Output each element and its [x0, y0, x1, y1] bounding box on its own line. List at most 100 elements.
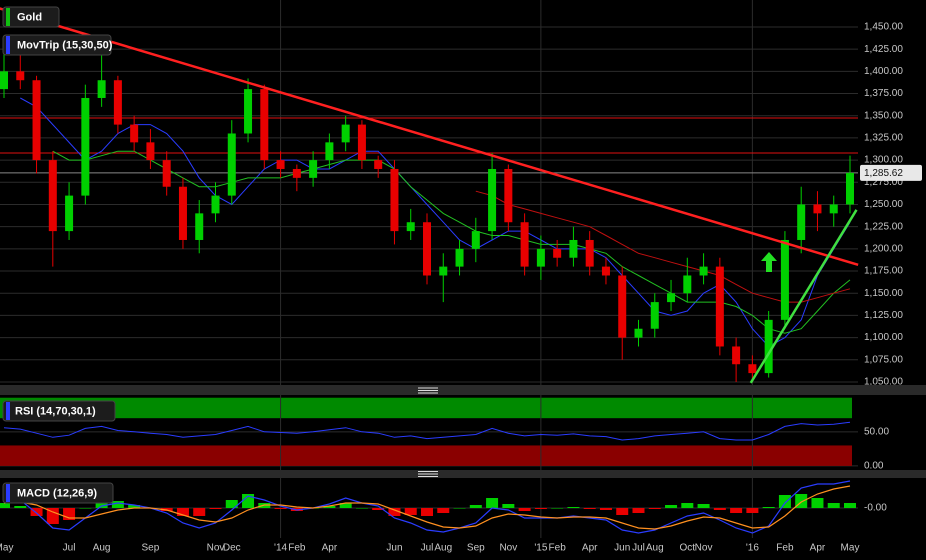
candle-body [585, 239, 594, 267]
y-tick-label: 1,050.00 [864, 377, 903, 388]
drag-handle[interactable] [418, 471, 438, 477]
histogram-bar [567, 507, 580, 508]
histogram-bar [46, 508, 59, 524]
histogram-bar [632, 508, 645, 513]
candle-body [276, 160, 285, 169]
candle-body [227, 133, 236, 196]
panel-separator[interactable] [0, 385, 926, 395]
legend-label: MovTrip (15,30,50) [17, 39, 113, 51]
candle-body [0, 71, 8, 90]
candle-body [178, 186, 187, 240]
histogram-bar [176, 508, 189, 516]
candle-body [683, 275, 692, 294]
x-tick-label: '16 [746, 543, 759, 554]
candle-body [764, 319, 773, 374]
candle-body [569, 239, 578, 258]
y-tick-label: 1,175.00 [864, 266, 903, 277]
y-tick-label: 1,100.00 [864, 332, 903, 343]
x-tick-label: Oct [680, 543, 696, 554]
histogram-bar [193, 508, 206, 516]
candle-body [16, 71, 25, 81]
histogram-bar [730, 508, 743, 513]
y-tick-label: -0.00 [864, 503, 887, 514]
candle-body [341, 124, 350, 143]
x-tick-label: Sep [142, 543, 160, 554]
candle-body [488, 168, 497, 232]
histogram-bar [599, 508, 612, 510]
candle-body [309, 160, 318, 178]
candle-body [325, 142, 334, 161]
candle-body [780, 239, 789, 320]
x-tick-label: Nov [695, 543, 713, 554]
y-tick-label: 1,250.00 [864, 199, 903, 210]
candle-body [553, 248, 562, 258]
x-tick-label: Aug [646, 543, 664, 554]
y-tick-label: 1,375.00 [864, 88, 903, 99]
drag-handle[interactable] [418, 387, 438, 394]
histogram-bar [713, 508, 726, 510]
legend-label: MACD (12,26,9) [17, 487, 97, 499]
legend-box [2, 400, 116, 422]
histogram-bar [388, 508, 401, 516]
candle-body [455, 248, 464, 267]
candle-body [390, 168, 399, 232]
histogram-bar [697, 504, 710, 508]
legend-box [2, 482, 114, 504]
y-tick-label: 1,450.00 [864, 22, 903, 33]
x-tick-label: Aug [93, 543, 111, 554]
x-tick-label: Jul [632, 543, 645, 554]
x-tick-label: Feb [288, 543, 306, 554]
candle-body [146, 142, 155, 161]
candle-body [81, 97, 90, 196]
histogram-bar [421, 508, 433, 516]
rsi-line [3, 421, 851, 441]
histogram-bar [746, 508, 759, 513]
histogram-bar [30, 508, 43, 516]
candle-body [520, 222, 529, 267]
histogram-bar [827, 503, 840, 508]
x-tick-label: Jun [386, 543, 402, 554]
x-tick-label: Apr [322, 543, 338, 554]
histogram-bar [339, 503, 352, 508]
candle-body [292, 168, 301, 178]
histogram-bar [225, 500, 238, 508]
histogram-bar [453, 508, 466, 509]
macd-line [3, 480, 851, 534]
panel-separator[interactable] [0, 470, 926, 478]
x-tick-label: Jul [421, 543, 434, 554]
legend: Gold MovTrip (15,30,50) RSI (14,70,30,1)… [2, 6, 116, 504]
histogram-bar [681, 503, 694, 508]
histogram-bar [95, 500, 108, 508]
candle-body [32, 80, 41, 161]
last-price-label: 1,285.62 [864, 168, 903, 179]
y-tick-label: 1,150.00 [864, 288, 903, 299]
x-tick-label: '15 [534, 543, 547, 554]
candle-body [211, 195, 220, 214]
candle-body [65, 195, 74, 232]
legend-swatch [6, 36, 10, 54]
histogram-bar [502, 504, 515, 508]
y-tick-label: 1,350.00 [864, 110, 903, 121]
candle-body [260, 89, 269, 161]
legend-swatch [6, 484, 10, 502]
x-tick-label: Feb [549, 543, 567, 554]
mark-layer: 1,285.62 [0, 7, 922, 534]
histogram-bar [274, 508, 287, 509]
histogram-bar [437, 508, 450, 513]
candle-body [130, 124, 139, 143]
candle-body [374, 160, 383, 169]
candle-body [97, 80, 106, 98]
x-tick-label: May [0, 543, 13, 554]
legend-label: RSI (14,70,30,1) [15, 405, 96, 417]
candle-body [829, 204, 838, 214]
histogram-bar [811, 498, 824, 508]
y-tick-label: 1,325.00 [864, 133, 903, 144]
rsi-band [0, 397, 852, 419]
candle-body [244, 89, 253, 134]
signal-line [3, 485, 851, 530]
legend-box [2, 6, 60, 28]
histogram-bar [486, 498, 499, 508]
candle-body [601, 266, 610, 276]
histogram-bar [778, 495, 791, 508]
